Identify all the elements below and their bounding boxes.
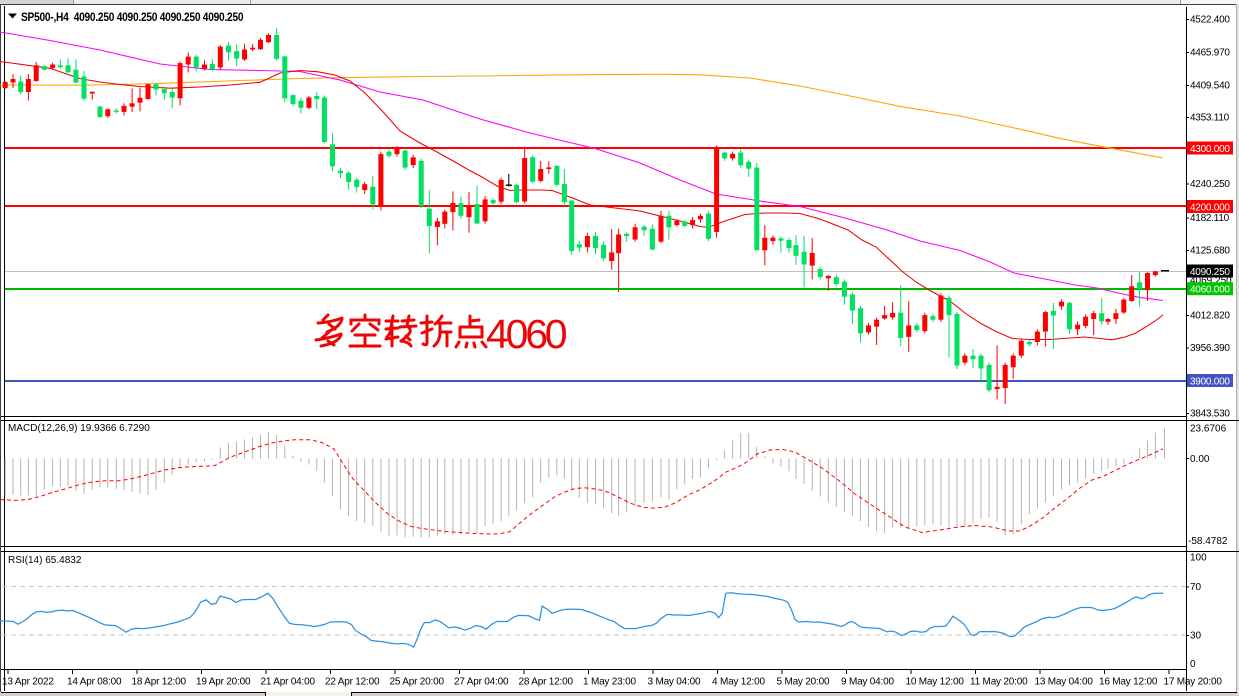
svg-text:9 May 04:00: 9 May 04:00 (841, 677, 894, 688)
svg-text:13 May 04:00: 13 May 04:00 (1035, 677, 1094, 688)
svg-text:4090.250: 4090.250 (1190, 267, 1230, 278)
svg-text:23.6706: 23.6706 (1190, 424, 1227, 435)
svg-text:4409.540: 4409.540 (1190, 81, 1230, 92)
svg-text:3956.390: 3956.390 (1190, 343, 1230, 354)
svg-text:RSI(14) 65.4832: RSI(14) 65.4832 (8, 555, 82, 566)
svg-text:0.00: 0.00 (1190, 454, 1210, 465)
svg-text:28 Apr 12:00: 28 Apr 12:00 (519, 677, 574, 688)
svg-text:19 Apr 20:00: 19 Apr 20:00 (196, 677, 251, 688)
svg-text:11 May 20:00: 11 May 20:00 (970, 677, 1028, 688)
svg-text:30: 30 (1190, 631, 1202, 642)
svg-text:0: 0 (1190, 659, 1196, 670)
svg-text:21 Apr 04:00: 21 Apr 04:00 (261, 677, 316, 688)
svg-text:4240.250: 4240.250 (1190, 179, 1230, 190)
svg-text:4125.680: 4125.680 (1190, 246, 1230, 257)
svg-text:5 May 20:00: 5 May 20:00 (777, 677, 830, 688)
svg-text:22 Apr 12:00: 22 Apr 12:00 (325, 677, 380, 688)
svg-text:100: 100 (1190, 553, 1207, 564)
svg-text:16 May 12:00: 16 May 12:00 (1099, 677, 1158, 688)
svg-text:SP500-,H4 4090.250 4090.250 4: SP500-,H4 4090.250 4090.250 4090.250 409… (21, 11, 243, 24)
svg-text:14 Apr 08:00: 14 Apr 08:00 (67, 677, 122, 688)
svg-text:13 Apr 2022: 13 Apr 2022 (2, 677, 54, 688)
svg-text:3900.000: 3900.000 (1190, 376, 1230, 387)
svg-text:4300.000: 4300.000 (1190, 144, 1230, 155)
svg-text:-58.4782: -58.4782 (1188, 536, 1228, 547)
svg-text:4060.000: 4060.000 (1190, 285, 1230, 296)
svg-text:4200.000: 4200.000 (1190, 202, 1230, 213)
svg-text:25 Apr 20:00: 25 Apr 20:00 (390, 677, 445, 688)
svg-text:4 May 12:00: 4 May 12:00 (712, 677, 765, 688)
svg-text:3 May 04:00: 3 May 04:00 (648, 677, 701, 688)
svg-text:4465.970: 4465.970 (1190, 48, 1230, 59)
svg-text:70: 70 (1190, 582, 1202, 593)
svg-text:4012.820: 4012.820 (1190, 311, 1230, 322)
svg-text:1 May 23:00: 1 May 23:00 (583, 677, 636, 688)
svg-text:18 Apr 12:00: 18 Apr 12:00 (132, 677, 187, 688)
svg-text:4182.110: 4182.110 (1190, 213, 1230, 224)
svg-text:4522.400: 4522.400 (1190, 15, 1230, 26)
svg-text:4069.250: 4069.250 (1190, 276, 1232, 287)
svg-text:4060: 4060 (486, 311, 567, 357)
svg-text:27 Apr 04:00: 27 Apr 04:00 (454, 677, 509, 688)
svg-text:4353.110: 4353.110 (1190, 113, 1230, 124)
svg-text:17 May 20:00: 17 May 20:00 (1164, 677, 1223, 688)
svg-text:3843.530: 3843.530 (1190, 409, 1230, 420)
svg-text:MACD(12,26,9) 19.9366 6.7290: MACD(12,26,9) 19.9366 6.7290 (8, 423, 150, 434)
svg-text:10 May 12:00: 10 May 12:00 (906, 677, 965, 688)
